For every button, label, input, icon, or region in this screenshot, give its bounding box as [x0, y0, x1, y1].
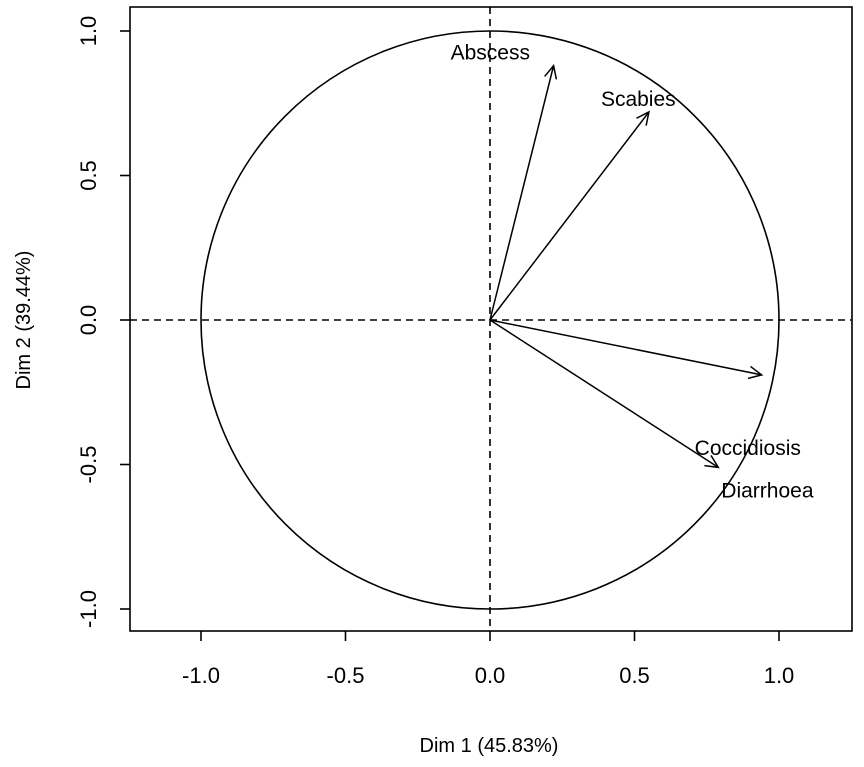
label-coccidiosis: Coccidiosis: [695, 437, 801, 460]
arrow-coccidiosis: [489, 319, 762, 376]
label-diarrhoea: Diarrhoea: [721, 479, 814, 502]
arrow-abscess: [489, 65, 555, 321]
plot-frame: [129, 6, 853, 632]
arrowhead-scabies: [636, 110, 650, 126]
y-tick-label: -0.5: [76, 446, 101, 484]
y-tick-label: 0.0: [76, 305, 101, 336]
arrow-scabies: [489, 111, 650, 321]
x-tick-label: 0.5: [619, 663, 650, 688]
x-tick-label: -0.5: [327, 663, 365, 688]
y-tick-label: 0.5: [76, 160, 101, 191]
x-axis-title: Dim 1 (45.83%): [420, 735, 559, 757]
y-tick-label: -1.0: [76, 590, 101, 628]
y-axis-title: Dim 2 (39.44%): [13, 251, 35, 390]
arrowhead-abscess: [544, 64, 558, 80]
x-tick-label: -1.0: [182, 663, 220, 688]
y-tick-label: 1.0: [76, 16, 101, 47]
label-abscess: Abscess: [451, 42, 530, 65]
arrowhead-coccidiosis: [747, 365, 764, 380]
plot-area: -1.0 -0.5 0.0 0.5 1.0 -1.0 -0.5 0.0 0.5 1.0 Absces…: [76, 6, 853, 688]
x-tick-label: 1.0: [764, 663, 795, 688]
arrow-diarrhoea: [489, 319, 719, 469]
label-scabies: Scabies: [601, 88, 676, 111]
x-tick-label: 0.0: [475, 663, 506, 688]
arrowhead-diarrhoea: [704, 455, 720, 469]
